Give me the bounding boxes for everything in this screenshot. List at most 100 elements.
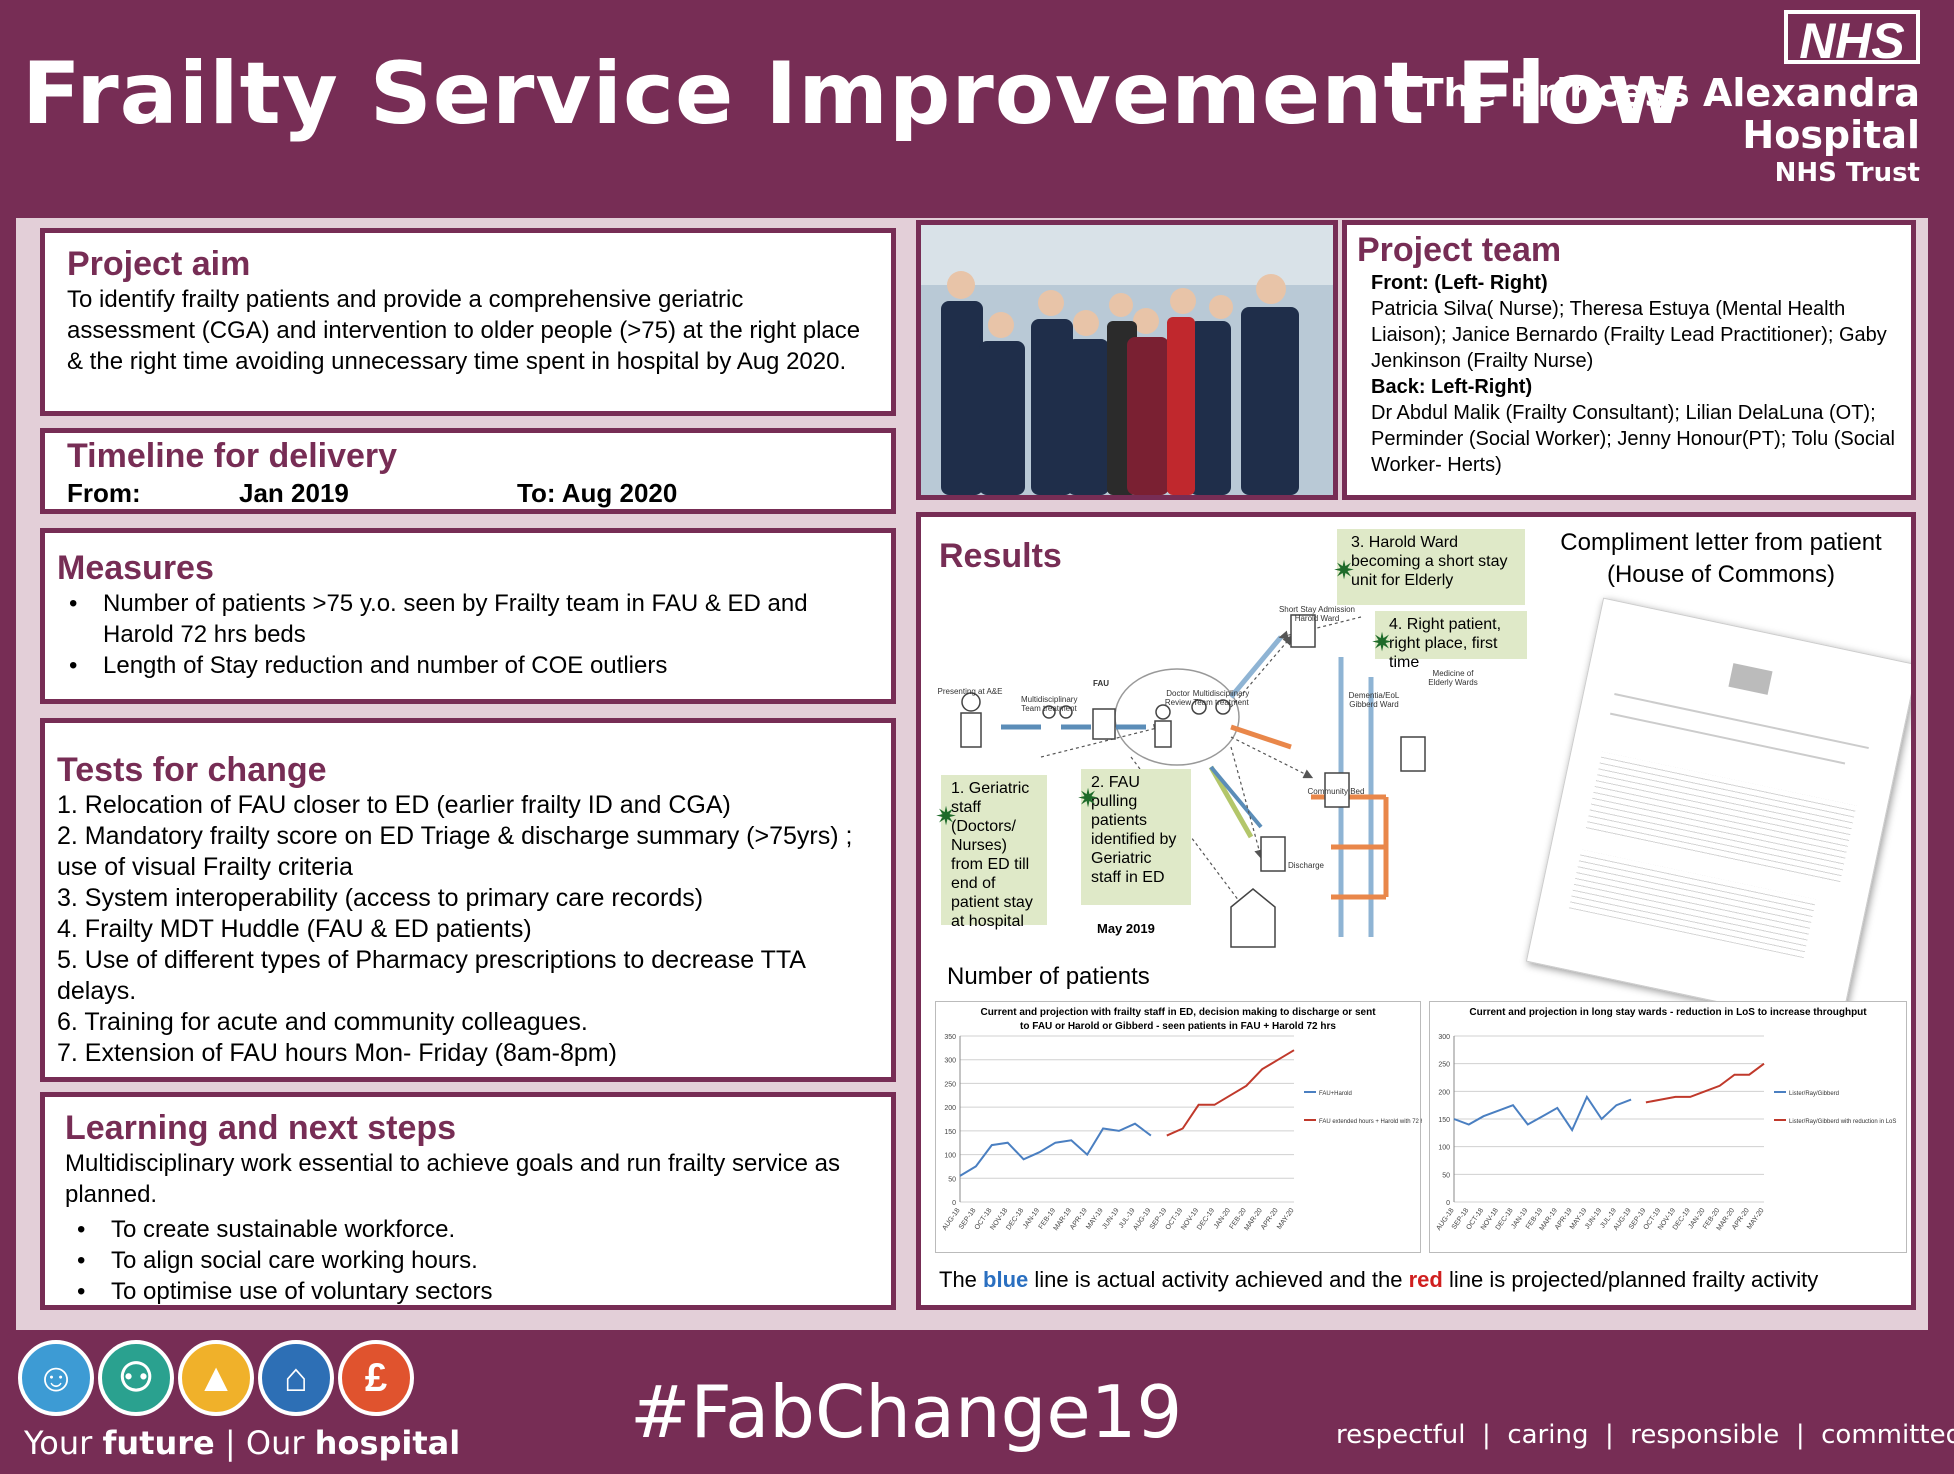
list-item: 4. Frailty MDT Huddle (FAU & ED patients… bbox=[57, 915, 532, 943]
timeline-heading: Timeline for delivery bbox=[67, 437, 398, 475]
label-short-stay: Short Stay Admission Harold Ward bbox=[1278, 605, 1356, 623]
project-aim-text: To identify frailty patients and provide… bbox=[67, 286, 861, 375]
project-aim-heading: Project aim bbox=[67, 245, 251, 283]
compliment-title-line-1: Compliment letter from patient bbox=[1560, 529, 1882, 556]
list-item: Length of Stay reduction and number of C… bbox=[57, 650, 879, 681]
org-line-1: The Princess Alexandra bbox=[1417, 71, 1920, 115]
person-icon: ☺ bbox=[18, 1340, 94, 1416]
y-tick-label: 0 bbox=[1446, 1200, 1450, 1207]
team-back-label: Back: Left-Right) bbox=[1371, 376, 1533, 398]
y-tick-label: 150 bbox=[944, 1129, 956, 1136]
tagline-future: future bbox=[102, 1424, 215, 1462]
nhs-logo: NHS bbox=[1784, 10, 1920, 68]
team-photo bbox=[916, 220, 1338, 500]
list-item: 1. Relocation of FAU closer to ED (earli… bbox=[57, 791, 731, 819]
note-3-text: 3. Harold Ward becoming a short stay uni… bbox=[1351, 534, 1508, 589]
list-item: To align social care working hours. bbox=[65, 1245, 871, 1276]
home-icon: ⌂ bbox=[258, 1340, 334, 1416]
note-1-text: 1. Geriatric staff (Doctors/ Nurses) fro… bbox=[951, 780, 1033, 930]
chart-1-svg: 050100150200250300350AUG-18SEP-18OCT-18N… bbox=[941, 1034, 1422, 1232]
series-line-1 bbox=[959, 1122, 1152, 1177]
label-fau: FAU bbox=[1093, 679, 1109, 688]
caption-text: line is actual activity achieved and the bbox=[1028, 1267, 1409, 1292]
project-team-heading: Project team bbox=[1357, 231, 1562, 269]
timeline-from-label: From: bbox=[67, 478, 141, 508]
y-tick-label: 300 bbox=[944, 1058, 956, 1065]
chart-2-title: Current and projection in long stay ward… bbox=[1469, 1007, 1867, 1018]
timeline-to: To: Aug 2020 bbox=[517, 478, 678, 508]
learning-heading: Learning and next steps bbox=[65, 1109, 457, 1147]
chart-2: Current and projection in long stay ward… bbox=[1429, 1001, 1907, 1253]
star-burst-icon: ✷ bbox=[1371, 627, 1393, 657]
star-burst-icon: ✷ bbox=[1333, 555, 1355, 585]
project-team-box: Project team Front: (Left- Right) Patric… bbox=[1342, 220, 1916, 500]
project-aim-box: Project aim To identify frailty patients… bbox=[40, 228, 896, 416]
y-tick-label: 350 bbox=[944, 1034, 956, 1041]
list-item: 3. System interoperability (access to pr… bbox=[57, 884, 704, 912]
star-burst-icon: ✷ bbox=[1077, 783, 1099, 813]
y-tick-label: 50 bbox=[1442, 1172, 1450, 1179]
list-item: 5. Use of different types of Pharmacy pr… bbox=[57, 946, 805, 1005]
team-photo-illustration bbox=[921, 225, 1333, 495]
label-doctor: Doctor Review bbox=[1164, 689, 1192, 707]
x-tick-label: JUN-19 bbox=[1101, 1207, 1120, 1231]
page-title: Frailty Service Improvement Flow bbox=[22, 44, 1688, 144]
chart-1-title: Current and projection with frailty staf… bbox=[980, 1007, 1376, 1032]
list-item: 7. Extension of FAU hours Mon- Friday (8… bbox=[57, 1039, 617, 1067]
note-4-text: 4. Right patient, right place, first tim… bbox=[1389, 616, 1502, 671]
compliment-title-line-2: (House of Commons) bbox=[1606, 561, 1836, 588]
growth-icon: ▲ bbox=[178, 1340, 254, 1416]
y-tick-label: 250 bbox=[944, 1081, 956, 1088]
list-item: 6. Training for acute and community coll… bbox=[57, 1008, 588, 1036]
legend-label: FAU extended hours + Harold with 72 hrs … bbox=[1319, 1119, 1422, 1125]
label-community: Community Bed bbox=[1307, 787, 1365, 796]
chart-2-svg: 050100150200250300AUG-18SEP-18OCT-18NOV-… bbox=[1435, 1034, 1896, 1232]
results-box: Results bbox=[916, 512, 1916, 1310]
y-tick-label: 0 bbox=[952, 1200, 956, 1207]
legend-label: Lister/Ray/Gibberd with reduction in LoS bbox=[1789, 1119, 1896, 1125]
series-line-2 bbox=[1166, 1049, 1295, 1137]
diagram-note-3: 3. Harold Ward becoming a short stay uni… bbox=[1337, 529, 1525, 605]
caption-blue: blue bbox=[983, 1267, 1029, 1292]
y-tick-label: 300 bbox=[1438, 1034, 1450, 1041]
measures-box: Measures Number of patients >75 y.o. see… bbox=[40, 528, 896, 704]
results-heading: Results bbox=[939, 537, 1062, 575]
people-icon: ⚇ bbox=[98, 1340, 174, 1416]
learning-list: To create sustainable workforce. To alig… bbox=[65, 1214, 871, 1307]
note-2-text: 2. FAU pulling patients identified by Ge… bbox=[1091, 774, 1177, 886]
measures-list: Number of patients >75 y.o. seen by Frai… bbox=[57, 588, 879, 681]
label-mdt-1: Multidisciplinary Team treatment bbox=[1021, 695, 1078, 713]
y-tick-label: 100 bbox=[944, 1153, 956, 1160]
y-tick-label: 50 bbox=[948, 1176, 956, 1183]
team-back-names: Dr Abdul Malik (Frailty Consultant); Lil… bbox=[1371, 402, 1895, 476]
org-line-3: NHS Trust bbox=[1774, 158, 1920, 188]
caption-text: The bbox=[939, 1267, 984, 1292]
legend-label: Lister/Ray/Gibberd bbox=[1789, 1091, 1839, 1097]
label-discharge: Discharge bbox=[1287, 861, 1324, 870]
label-dementia: Dementia/EoL Gibberd Ward bbox=[1348, 691, 1400, 709]
your-future-tagline: Your future | Our hospital bbox=[24, 1424, 460, 1462]
tests-box: Tests for change 1. Relocation of FAU cl… bbox=[40, 718, 896, 1082]
tests-heading: Tests for change bbox=[57, 751, 327, 789]
label-presenting: Presenting at A&E bbox=[937, 687, 1003, 696]
y-tick-label: 100 bbox=[1438, 1145, 1450, 1152]
timeline-from-value: Jan 2019 bbox=[239, 478, 349, 508]
pound-icon: £ bbox=[338, 1340, 414, 1416]
caption-red: red bbox=[1408, 1267, 1443, 1292]
series-line-1 bbox=[1453, 1094, 1632, 1133]
learning-box: Learning and next steps Multidisciplinar… bbox=[40, 1092, 896, 1310]
diagram-date: May 2019 bbox=[1097, 921, 1155, 936]
series-line-2 bbox=[1645, 1062, 1765, 1104]
diagram-note-2: 2. FAU pulling patients identified by Ge… bbox=[1081, 769, 1191, 905]
diagram-note-4: 4. Right patient, right place, first tim… bbox=[1375, 611, 1527, 671]
team-front-names: Patricia Silva( Nurse); Theresa Estuya (… bbox=[1371, 298, 1887, 372]
caption-text: line is projected/planned frailty activi… bbox=[1442, 1267, 1819, 1292]
compliment-title: Compliment letter from patient (House of… bbox=[1533, 527, 1909, 591]
chart-caption: The blue line is actual activity achieve… bbox=[939, 1267, 1818, 1293]
star-burst-icon: ✷ bbox=[935, 801, 957, 831]
list-item: Number of patients >75 y.o. seen by Frai… bbox=[57, 588, 879, 650]
label-mdt-2: Multidisciplinary Team treatment bbox=[1192, 689, 1250, 707]
timeline-box: Timeline for delivery From: Jan 2019 To:… bbox=[40, 428, 896, 514]
compliment-letter-image bbox=[1525, 597, 1911, 1029]
organisation-name: The Princess Alexandra Hospital NHS Trus… bbox=[1418, 72, 1920, 188]
